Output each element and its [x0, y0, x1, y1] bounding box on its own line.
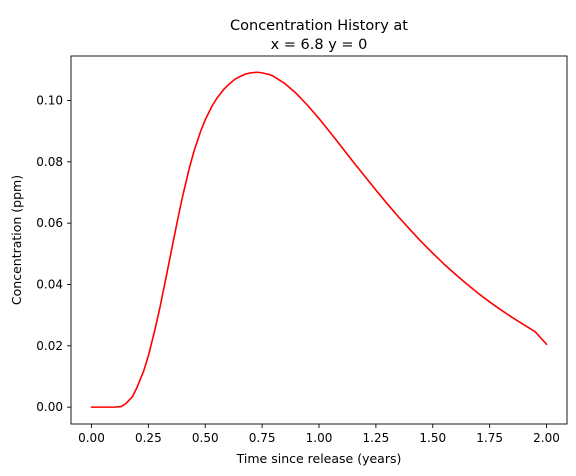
- x-tick-label: 1.25: [363, 431, 390, 445]
- x-tick-label: 2.00: [533, 431, 560, 445]
- y-tick-label: 0.10: [36, 93, 63, 107]
- x-tick-label: 0.50: [192, 431, 219, 445]
- x-tick-label: 1.00: [306, 431, 333, 445]
- chart-title-line2: x = 6.8 y = 0: [271, 37, 368, 53]
- x-tick-label: 0.00: [78, 431, 105, 445]
- axes-frame: [70, 55, 568, 425]
- y-tick-label: 0.04: [36, 277, 63, 291]
- y-axis-label: Concentration (ppm): [9, 175, 24, 305]
- x-tick-label: 0.25: [135, 431, 162, 445]
- y-tick-label: 0.02: [36, 339, 63, 353]
- x-axis-ticks: 0.00 0.25 0.50 0.75 1.00 1.25 1.50 1.75 2.00: [78, 424, 560, 445]
- x-tick-label: 1.75: [476, 431, 503, 445]
- y-tick-label: 0.00: [36, 400, 63, 414]
- x-tick-label: 0.75: [249, 431, 276, 445]
- plot-area: [90, 71, 548, 408]
- chart-title-line1: Concentration History at: [230, 18, 408, 34]
- x-axis-label: Time since release (years): [236, 451, 402, 466]
- x-tick-label: 1.50: [419, 431, 446, 445]
- y-tick-label: 0.08: [36, 155, 63, 169]
- y-axis-ticks: 0.00 0.02 0.04 0.06 0.08 0.10: [36, 93, 71, 414]
- y-tick-label: 0.06: [36, 216, 63, 230]
- series-line: [90, 71, 548, 408]
